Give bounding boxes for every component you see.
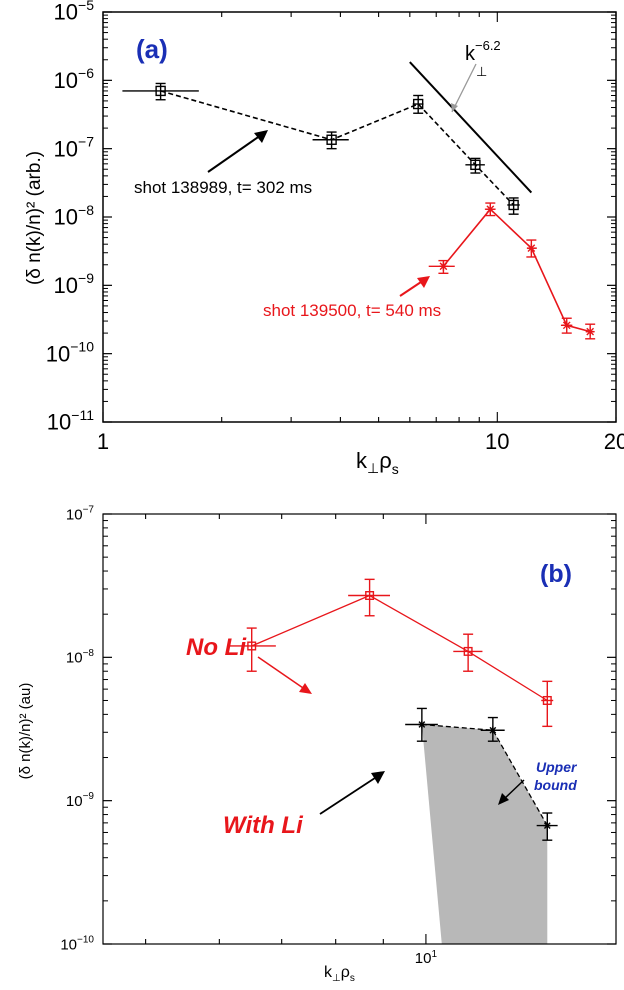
upper-bound-arrow — [502, 779, 525, 801]
panel-label-a: (a) — [136, 34, 168, 64]
x-axis-label-b: k⊥ρs — [324, 964, 355, 984]
a-series-0-point-0 — [122, 82, 199, 101]
upper-bound-shaded-region — [421, 724, 548, 944]
a-series-1-point-3 — [560, 317, 573, 334]
b-ytick-label-0: 10−7 — [66, 505, 95, 524]
shot-138989-arrow — [207, 132, 265, 173]
xlabel-a-s: s — [392, 461, 399, 477]
marker — [438, 261, 448, 271]
powerlaw-label: k−6.2 — [465, 38, 501, 65]
powerlaw-label-base: k — [465, 43, 476, 65]
marker — [463, 646, 473, 656]
powerlaw-label-sub: ⊥ — [476, 64, 487, 79]
with-li-arrowhead — [371, 771, 385, 784]
shot-139500-arrow — [399, 279, 425, 297]
a-series-0-point-3 — [465, 157, 485, 174]
svg-text:k⊥ρs: k⊥ρs — [324, 964, 355, 984]
b-ytick-label-1: 10−8 — [66, 648, 95, 667]
marker — [562, 320, 572, 330]
a-ytick-label-1: 10−6 — [54, 65, 95, 93]
x-axis-label-a: k⊥ρs — [356, 448, 399, 477]
a-series-0-point-4 — [507, 197, 520, 215]
a-ytick-label-0: 10−5 — [54, 0, 95, 25]
xlabel-b-rho: ρ — [341, 964, 350, 981]
a-series-1-point-4 — [585, 323, 596, 340]
y-axis-label-b: (δ n(k)/n)² (au) — [17, 683, 34, 780]
b-series-0-point-3 — [541, 680, 554, 728]
powerlaw-label-exp: −6.2 — [475, 38, 501, 53]
b-series-1-point-2 — [536, 812, 558, 841]
b-series-0-point-2 — [453, 633, 483, 672]
marker — [489, 726, 497, 735]
plot-frame-b — [102, 513, 617, 945]
marker — [365, 591, 375, 601]
marker — [485, 204, 495, 214]
a-xtick-label-0: 1 — [97, 429, 109, 454]
xlabel-a-rho: ρ — [379, 448, 392, 473]
a-xtick-label-2: 20 — [604, 429, 624, 454]
upper-bound-arrowhead — [498, 793, 509, 805]
b-series-0-line — [251, 594, 548, 702]
b-series-1-line — [421, 723, 548, 826]
xlabel-a-perp: ⊥ — [367, 460, 379, 476]
panel-b: 10−7 10−8 10−9 10−10 101 (b) No Li With Li U… — [17, 505, 617, 984]
a-ytick-label-4: 10−9 — [54, 270, 95, 298]
a-series-0-point-2 — [412, 94, 424, 114]
a-series-1-point-2 — [526, 239, 537, 258]
shot-138989-arrowhead — [254, 130, 268, 143]
b-ytick-label-3: 10−10 — [60, 935, 94, 954]
b-xtick-label-0: 101 — [415, 949, 438, 967]
xlabel-a-k: k — [356, 448, 368, 473]
powerlaw-pointer — [451, 63, 477, 113]
marker — [542, 695, 552, 705]
powerlaw-line — [409, 61, 533, 194]
with-li-annotation: With Li — [223, 812, 304, 839]
upper-bound-annotation-line1: Upper — [536, 759, 578, 775]
b-series-1-point-1 — [480, 716, 505, 742]
xlabel-b-k: k — [324, 964, 333, 981]
upper-bound-annotation-line2: bound — [534, 777, 577, 793]
marker — [470, 159, 481, 171]
xlabel-b-perp: ⊥ — [332, 973, 341, 984]
y-axis-label-a: (δ n(k)/n)² (arb.) — [24, 151, 45, 285]
panel-label-b: (b) — [540, 560, 572, 588]
a-series-1-line — [442, 208, 591, 333]
marker — [418, 720, 426, 729]
no-li-arrowhead — [299, 683, 312, 694]
a-series-0-point-1 — [312, 131, 349, 150]
b-series-1-point-0 — [405, 707, 438, 742]
shot-139500-annotation: shot 139500, t= 540 ms — [263, 301, 441, 320]
a-series-1-point-1 — [484, 202, 496, 217]
marker — [526, 243, 536, 253]
marker — [412, 98, 424, 110]
a-ytick-label-5: 10−10 — [46, 338, 94, 366]
a-xtick-label-1: 10 — [485, 429, 509, 454]
shot-138989-annotation: shot 138989, t= 302 ms — [134, 178, 312, 197]
a-ytick-label-6: 10−11 — [47, 407, 94, 435]
marker — [585, 327, 595, 337]
shot-139500-arrowhead — [417, 276, 430, 288]
plot-frame-a — [102, 11, 617, 423]
no-li-arrow — [257, 656, 307, 691]
powerlaw-pointer-head — [451, 103, 458, 112]
marker — [155, 85, 166, 97]
no-li-annotation: No Li — [186, 634, 247, 661]
b-ytick-label-2: 10−9 — [66, 791, 95, 810]
marker — [508, 199, 519, 211]
a-ytick-label-2: 10−7 — [54, 133, 95, 161]
b-series-0-point-1 — [348, 578, 391, 617]
with-li-arrow — [319, 775, 379, 815]
a-ytick-label-3: 10−8 — [54, 202, 95, 230]
b-series-0-point-0 — [229, 627, 276, 672]
marker — [326, 134, 337, 145]
marker — [247, 641, 257, 651]
xlabel-b-s: s — [350, 973, 355, 984]
marker — [543, 821, 552, 830]
svg-text:k⊥ρs: k⊥ρs — [356, 448, 399, 477]
a-series-1-point-0 — [428, 259, 455, 275]
